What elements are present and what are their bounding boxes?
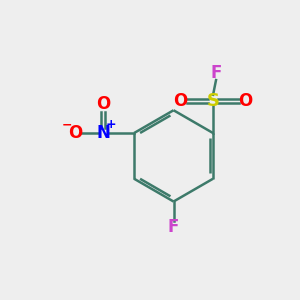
Text: −: − [61,118,72,131]
Text: +: + [106,118,117,131]
Text: F: F [168,218,179,236]
Text: S: S [207,92,220,110]
Text: O: O [68,124,82,142]
Text: O: O [96,94,110,112]
Text: N: N [96,124,110,142]
Text: F: F [210,64,222,82]
Text: O: O [174,92,188,110]
Text: O: O [238,92,253,110]
